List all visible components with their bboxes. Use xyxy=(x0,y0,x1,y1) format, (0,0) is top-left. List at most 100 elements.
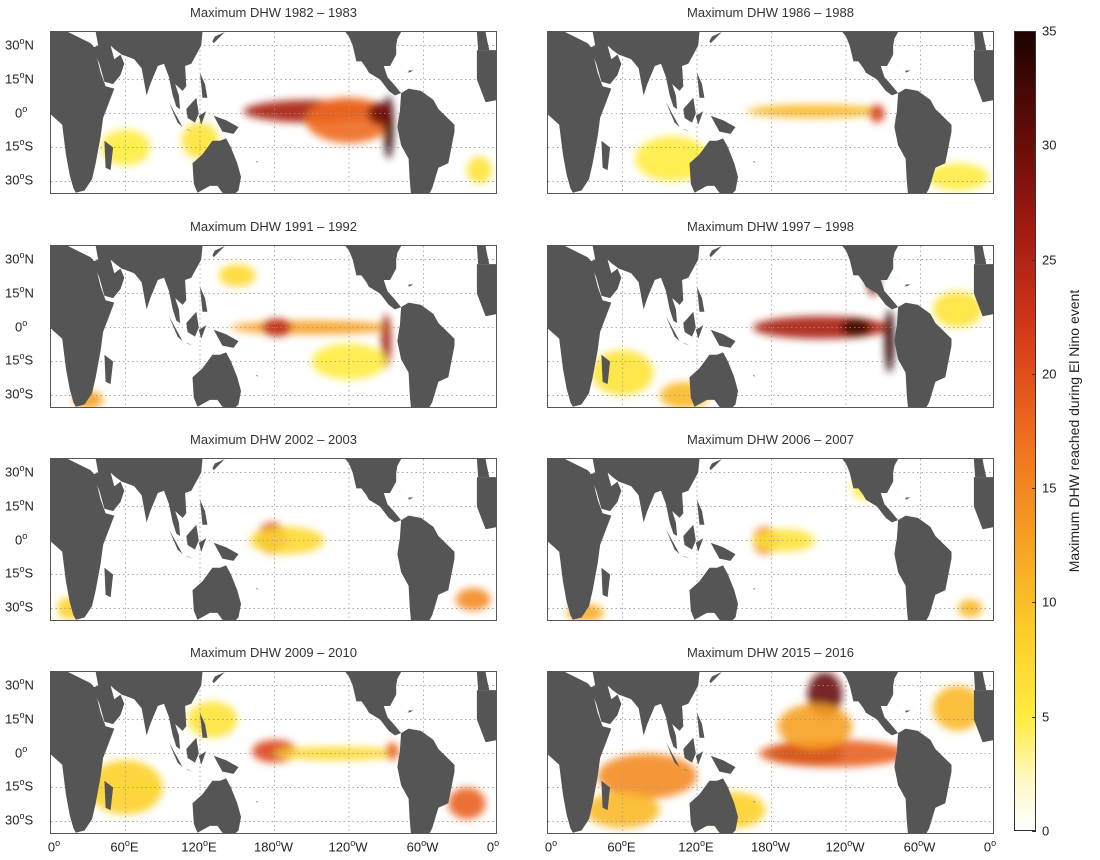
panel-title: Maximum DHW 1986 – 1988 xyxy=(687,5,854,20)
landmass xyxy=(683,737,696,763)
y-tick-label: 0o xyxy=(15,317,28,334)
landmass xyxy=(894,88,952,193)
dhw-hotspot xyxy=(585,791,660,829)
land-layer xyxy=(51,459,496,620)
landmass xyxy=(104,354,114,385)
y-tick-label: 30oN xyxy=(5,462,34,479)
landmass xyxy=(601,567,611,598)
landmass xyxy=(198,325,207,339)
landmass xyxy=(476,32,490,51)
landmass xyxy=(104,780,114,811)
landmass xyxy=(710,542,736,561)
y-tick-label: 15oN xyxy=(5,709,34,726)
dhw-hotspot xyxy=(386,742,399,761)
landmass xyxy=(973,264,993,317)
landmass xyxy=(683,556,690,559)
landmass xyxy=(973,672,987,691)
landmass xyxy=(476,246,490,265)
x-tick-label: 180oW xyxy=(254,838,293,855)
panel-title: Maximum DHW 1982 – 1983 xyxy=(190,5,357,20)
landmass xyxy=(752,375,756,378)
landmass xyxy=(186,769,193,772)
landmass xyxy=(192,138,241,193)
landmass xyxy=(104,140,114,171)
landmass xyxy=(973,477,993,530)
map-panel xyxy=(547,458,994,621)
landmass xyxy=(683,343,690,346)
dhw-hotspot xyxy=(759,739,909,768)
landmass xyxy=(683,97,696,123)
landmass xyxy=(186,129,193,132)
landmass xyxy=(893,275,901,283)
dhw-hotspot xyxy=(231,320,393,335)
landmass xyxy=(345,459,402,523)
landmass xyxy=(710,329,736,348)
landmass xyxy=(894,515,952,620)
colorbar-tick-mark xyxy=(1032,373,1036,375)
y-tick-label: 30oS xyxy=(5,385,34,402)
landmass xyxy=(345,246,402,310)
landmass xyxy=(186,311,199,337)
y-tick-label: 30oN xyxy=(5,249,34,266)
landmass xyxy=(408,284,414,287)
y-tick-label: 0o xyxy=(15,530,28,547)
landmass xyxy=(92,672,203,749)
landmass xyxy=(51,246,115,407)
x-tick-label: 0o xyxy=(544,838,558,855)
landmass xyxy=(212,459,225,471)
x-tick-label: 120oW xyxy=(825,838,865,855)
landmass xyxy=(397,515,455,620)
landmass xyxy=(842,32,899,96)
landmass xyxy=(973,246,987,265)
dhw-hotspot xyxy=(249,526,325,555)
landmass xyxy=(186,97,199,123)
landmass xyxy=(683,524,696,550)
landmass xyxy=(396,61,404,69)
colorbar-tick-label: 30 xyxy=(1042,137,1057,153)
landmass xyxy=(92,32,203,109)
landmass xyxy=(476,50,496,103)
land-layer xyxy=(548,459,993,620)
dhw-hotspot xyxy=(218,264,256,287)
landmass xyxy=(905,284,911,287)
landmass xyxy=(689,352,738,407)
landmass xyxy=(255,375,259,378)
x-tick-label: 0o xyxy=(47,838,61,855)
y-tick-label: 30oN xyxy=(5,675,34,692)
landmass xyxy=(893,488,901,496)
landmass xyxy=(408,497,414,500)
landmass xyxy=(198,538,207,552)
landmass xyxy=(666,316,680,342)
landmass xyxy=(476,264,496,317)
landmass xyxy=(212,32,225,44)
y-tick-label: 15oS xyxy=(5,777,34,794)
dhw-hotspot xyxy=(957,599,983,618)
map-panel xyxy=(50,245,497,408)
colorbar-tick-label: 15 xyxy=(1042,480,1057,496)
landmass xyxy=(192,352,241,407)
landmass xyxy=(213,542,239,561)
land-layer xyxy=(51,32,496,193)
landmass xyxy=(695,751,704,765)
landmass xyxy=(894,728,952,833)
landmass xyxy=(169,316,183,342)
panel-title: Maximum DHW 2002 – 2003 xyxy=(190,432,357,447)
land-layer xyxy=(51,246,496,407)
landmass xyxy=(200,72,208,98)
landmass xyxy=(51,32,115,193)
y-tick-label: 15oN xyxy=(5,283,34,300)
dhw-hotspot xyxy=(884,309,895,373)
dhw-hotspot xyxy=(597,753,697,799)
colorbar-tick-label: 20 xyxy=(1042,366,1057,382)
landmass xyxy=(548,32,612,193)
panel-title: Maximum DHW 2009 – 2010 xyxy=(190,645,357,660)
dhw-hotspot xyxy=(932,291,983,328)
map-panel xyxy=(547,671,994,834)
landmass xyxy=(198,111,207,125)
landmass xyxy=(697,72,705,98)
landmass xyxy=(408,710,414,713)
landmass xyxy=(397,88,455,193)
dhw-hotspot xyxy=(926,163,989,191)
landmass xyxy=(973,690,993,743)
colorbar xyxy=(1014,31,1036,831)
